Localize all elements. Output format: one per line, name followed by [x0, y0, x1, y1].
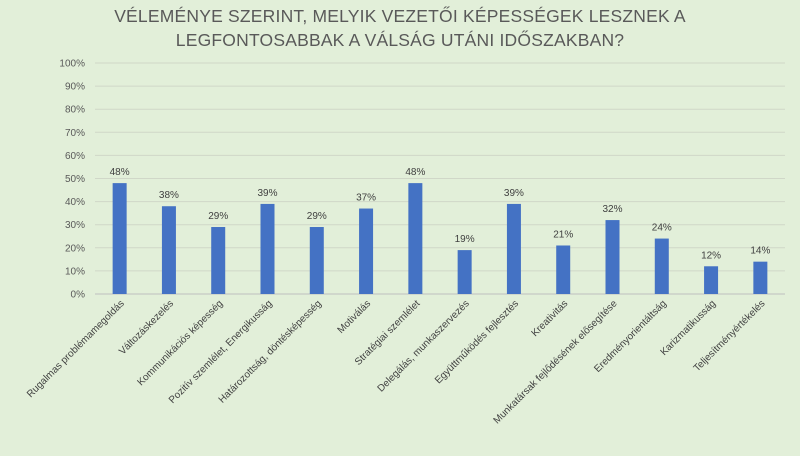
x-tick-label: Együttműködés fejlesztés [433, 298, 521, 386]
data-label: 38% [159, 190, 179, 201]
data-label: 48% [405, 167, 425, 178]
y-tick-label: 10% [65, 266, 85, 277]
data-label: 12% [701, 250, 721, 261]
bar [260, 203, 275, 294]
y-tick-label: 40% [65, 197, 85, 208]
bar [457, 250, 472, 294]
data-label: 19% [455, 234, 475, 245]
x-tick-label: Delegálás, munkaszervezés [376, 298, 472, 394]
data-label: 48% [110, 167, 130, 178]
bar [211, 227, 226, 294]
y-tick-label: 50% [65, 174, 85, 185]
data-label: 21% [553, 229, 573, 240]
data-label: 14% [750, 246, 770, 257]
data-label: 24% [652, 223, 672, 234]
chart-title-line-2: LEGFONTOSABBAK A VÁLSÁG UTÁNI IDŐSZAKBAN… [175, 30, 625, 50]
y-tick-label: 90% [65, 82, 85, 93]
bar [556, 245, 571, 294]
x-tick-label: Pozitív szemlélet, Energikusság [167, 298, 275, 406]
bar [161, 206, 176, 294]
y-tick-label: 30% [65, 220, 85, 231]
x-tick-label: Kommunikációs képesség [135, 298, 225, 388]
y-tick-label: 60% [65, 151, 85, 162]
bar [753, 261, 768, 294]
bar [309, 227, 324, 294]
x-tick-label: Rugalmas problémamegoldás [25, 298, 127, 400]
data-label: 39% [257, 188, 277, 199]
bar [605, 220, 620, 294]
data-label: 39% [504, 188, 524, 199]
x-tick-label: Kreativitás [530, 298, 571, 339]
data-label: 29% [307, 211, 327, 222]
data-label: 29% [208, 211, 228, 222]
data-label: 37% [356, 193, 376, 204]
y-tick-label: 0% [71, 290, 86, 301]
x-tick-label: Motiválás [336, 298, 374, 336]
x-tick-label: Határozottság, döntésképesség [217, 298, 324, 405]
chart-title-line-1: VÉLEMÉNYE SZERINT, MELYIK VEZETŐI KÉPESS… [114, 6, 686, 26]
y-tick-label: 100% [59, 59, 85, 70]
y-tick-label: 20% [65, 243, 85, 254]
bar [704, 266, 719, 294]
bar [654, 238, 669, 294]
bar [359, 208, 374, 294]
y-tick-label: 70% [65, 128, 85, 139]
data-label: 32% [602, 204, 622, 215]
y-tick-label: 80% [65, 105, 85, 116]
bar [506, 203, 521, 294]
chart-title: VÉLEMÉNYE SZERINT, MELYIK VEZETŐI KÉPESS… [0, 4, 800, 52]
bar [112, 183, 127, 294]
bar [408, 183, 423, 294]
